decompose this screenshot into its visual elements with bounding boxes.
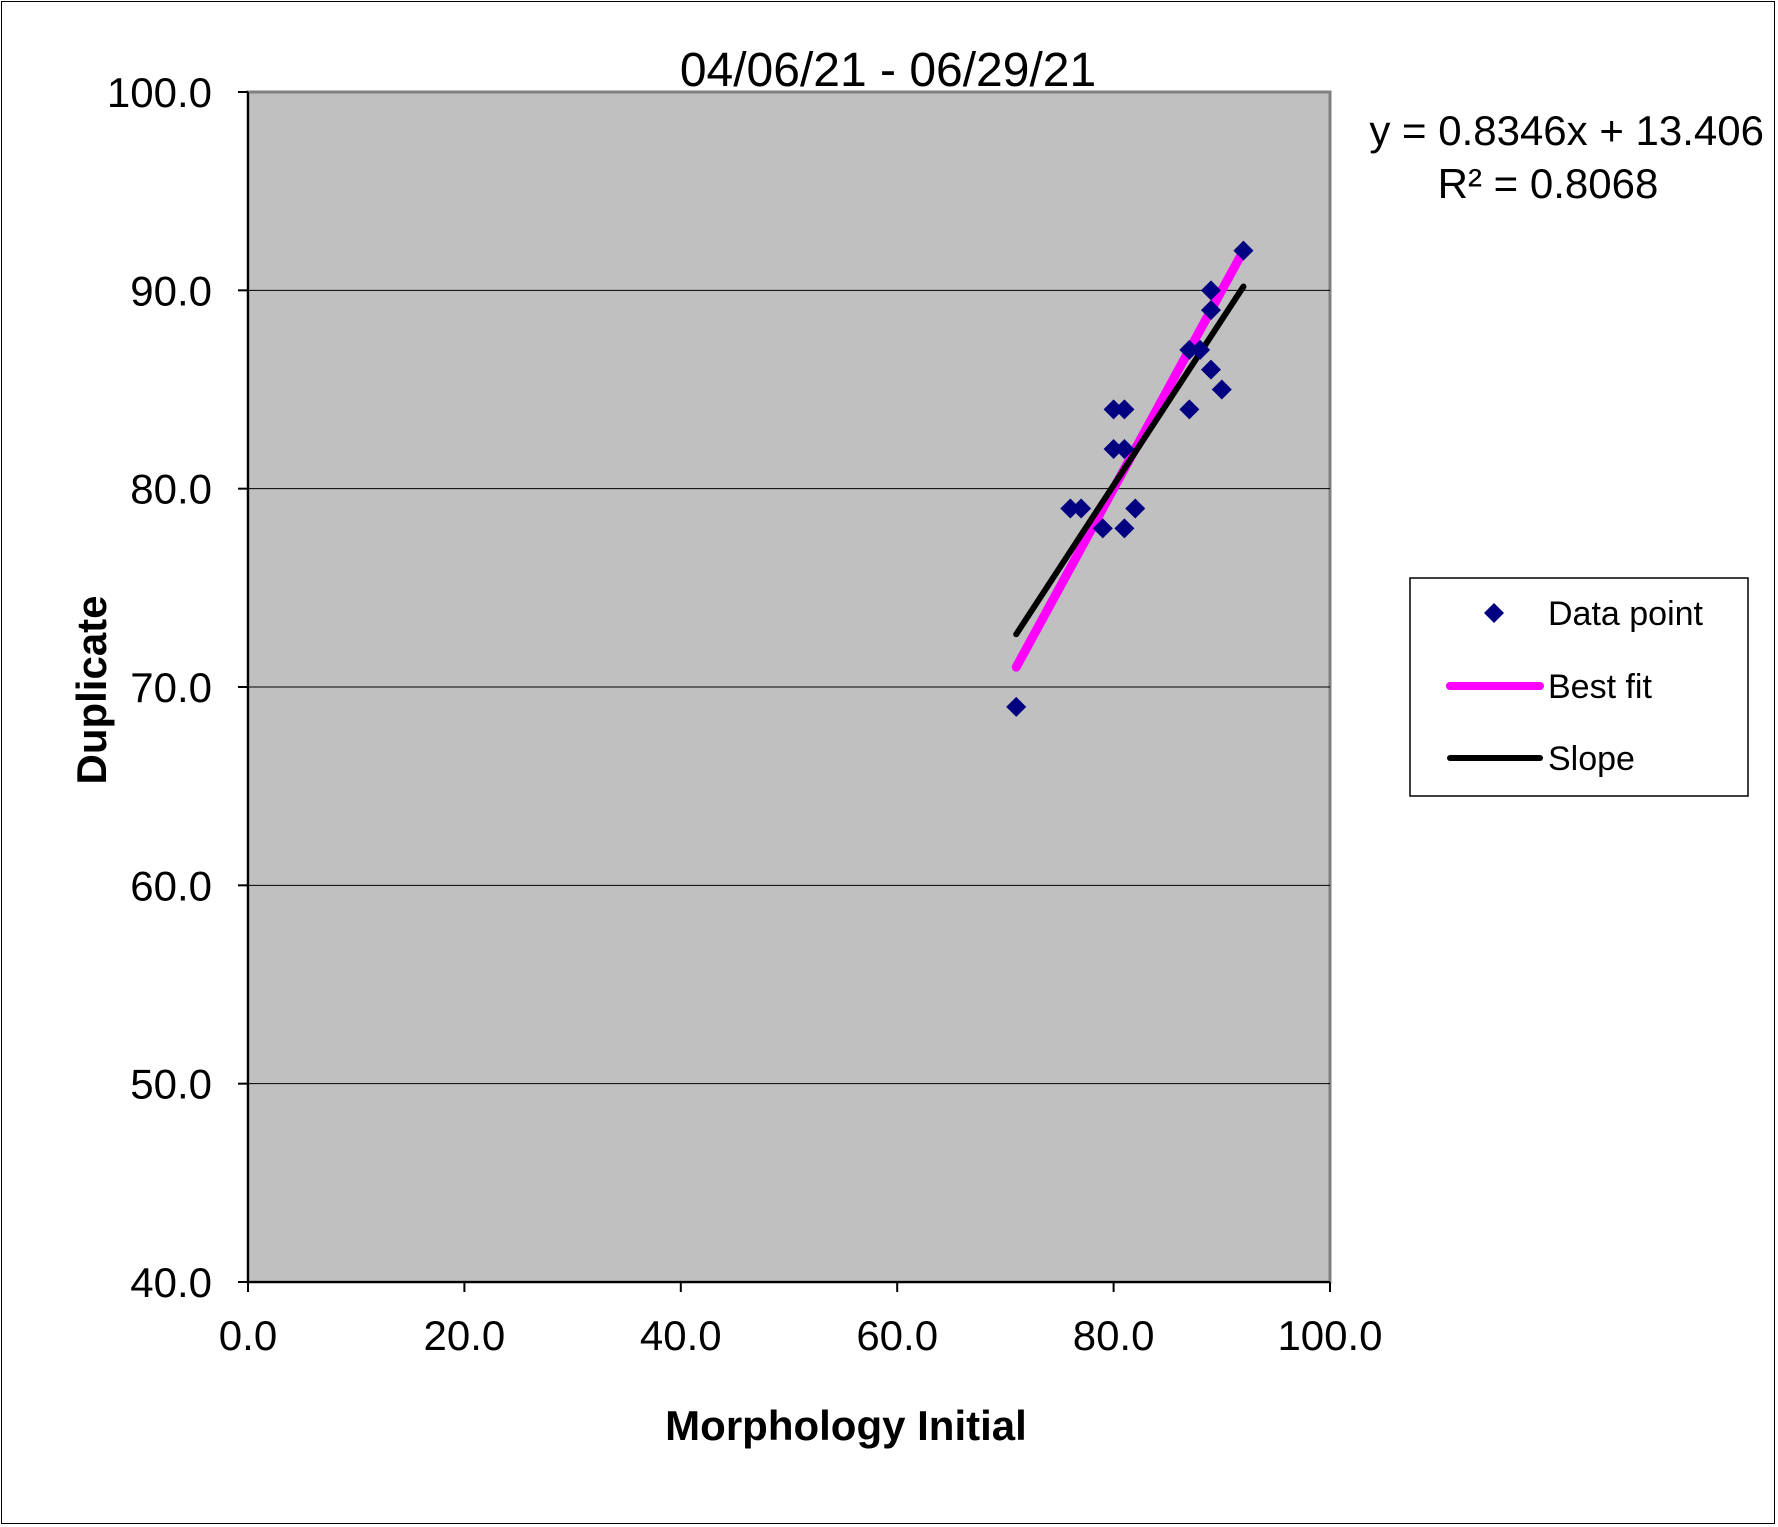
data-point bbox=[1200, 359, 1221, 380]
data-point bbox=[1103, 399, 1124, 420]
data-point bbox=[1211, 379, 1232, 400]
data-point bbox=[1092, 518, 1113, 539]
data-points bbox=[1006, 240, 1254, 717]
data-point bbox=[1179, 399, 1200, 420]
data-point bbox=[1103, 439, 1124, 459]
data-point bbox=[1200, 280, 1221, 301]
data-point bbox=[1006, 696, 1027, 717]
gridlines bbox=[248, 289, 1330, 1085]
y-tick-label: 70.0 bbox=[130, 664, 212, 711]
r-squared-label: R² = 0.8068 bbox=[1438, 160, 1659, 207]
x-tick-label: 0.0 bbox=[219, 1312, 277, 1359]
series-line-slope bbox=[1013, 283, 1247, 638]
y-tick-label: 80.0 bbox=[130, 466, 212, 513]
chart-title: 04/06/21 - 06/29/21 bbox=[680, 44, 1096, 97]
x-axis-ticks: 0.0 20.0 40.0 60.0 80.0 100.0 bbox=[219, 1282, 1383, 1359]
data-point bbox=[1114, 399, 1135, 420]
series-lines bbox=[1011, 246, 1248, 672]
x-tick-label: 40.0 bbox=[640, 1312, 722, 1359]
legend-label-data-point: Data point bbox=[1548, 595, 1704, 633]
x-axis-title: Morphology Initial bbox=[665, 1402, 1027, 1449]
x-tick-label: 100.0 bbox=[1277, 1312, 1382, 1359]
legend-label-best-fit: Best fit bbox=[1548, 668, 1652, 706]
data-point bbox=[1179, 339, 1200, 360]
x-tick-label: 20.0 bbox=[424, 1312, 506, 1359]
data-point bbox=[1060, 498, 1081, 519]
data-point bbox=[1114, 518, 1135, 539]
data-point bbox=[1071, 498, 1092, 519]
y-tick-label: 90.0 bbox=[130, 267, 212, 314]
data-point bbox=[1233, 240, 1254, 261]
legend-label-slope: Slope bbox=[1548, 740, 1635, 778]
x-tick-label: 80.0 bbox=[1073, 1312, 1155, 1359]
y-axis-title: Duplicate bbox=[68, 595, 115, 784]
data-point bbox=[1114, 439, 1135, 459]
x-tick-label: 60.0 bbox=[856, 1312, 938, 1359]
data-point bbox=[1200, 300, 1221, 321]
data-point bbox=[1190, 339, 1211, 360]
y-tick-label: 50.0 bbox=[130, 1061, 212, 1108]
y-tick-label: 40.0 bbox=[130, 1259, 212, 1306]
regression-equation: y = 0.8346x + 13.406 bbox=[1369, 107, 1764, 154]
legend: Data point Best fit Slope bbox=[1409, 577, 1749, 797]
legend-marker-data-point bbox=[1484, 603, 1504, 623]
y-tick-label: 60.0 bbox=[130, 862, 212, 909]
y-tick-label: 100.0 bbox=[107, 69, 212, 116]
y-axis-ticks: 100.0 90.0 80.0 70.0 60.0 50.0 40.0 bbox=[107, 69, 248, 1306]
data-point bbox=[1125, 498, 1146, 519]
